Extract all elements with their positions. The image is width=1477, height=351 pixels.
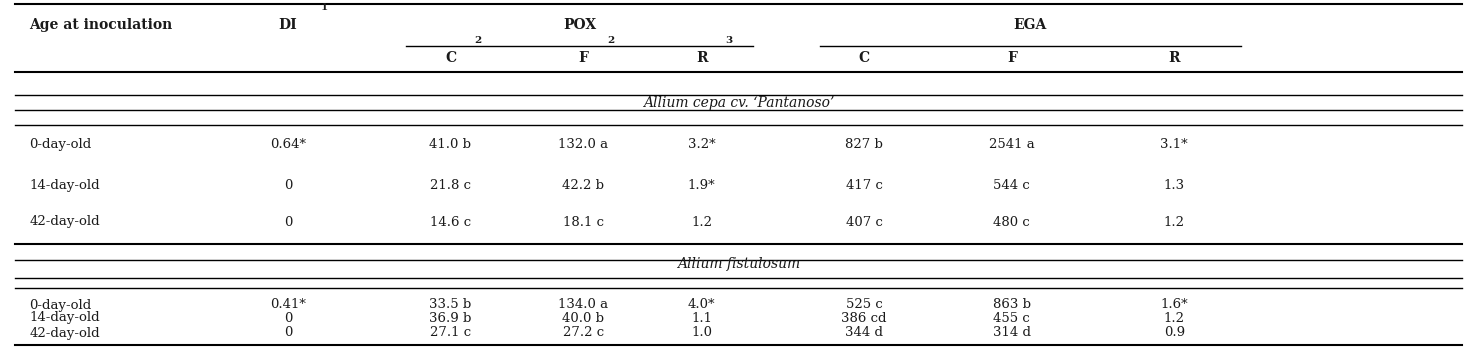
Text: 0: 0 xyxy=(284,216,292,229)
Text: F: F xyxy=(579,51,588,65)
Text: 1.2: 1.2 xyxy=(691,216,712,229)
Text: 33.5 b: 33.5 b xyxy=(430,298,471,311)
Text: 1.2: 1.2 xyxy=(1164,216,1185,229)
Text: DI: DI xyxy=(279,18,297,32)
Text: Age at inoculation: Age at inoculation xyxy=(30,18,173,32)
Text: 36.9 b: 36.9 b xyxy=(430,311,471,325)
Text: 417 c: 417 c xyxy=(846,179,882,192)
Text: 0: 0 xyxy=(284,326,292,339)
Text: 1.6*: 1.6* xyxy=(1161,298,1188,311)
Text: 0.41*: 0.41* xyxy=(270,298,306,311)
Text: 14-day-old: 14-day-old xyxy=(30,179,100,192)
Text: 1.3: 1.3 xyxy=(1164,179,1185,192)
Text: 0-day-old: 0-day-old xyxy=(30,298,92,311)
Text: F: F xyxy=(1007,51,1016,65)
Text: 0: 0 xyxy=(284,179,292,192)
Text: 1.9*: 1.9* xyxy=(688,179,715,192)
Text: 525 c: 525 c xyxy=(846,298,882,311)
Text: 40.0 b: 40.0 b xyxy=(563,311,604,325)
Text: Allium fistulosum: Allium fistulosum xyxy=(676,257,801,271)
Text: POX: POX xyxy=(563,18,597,32)
Text: 3: 3 xyxy=(725,36,733,45)
Text: Allium cepa cv. ‘Pantanoso’: Allium cepa cv. ‘Pantanoso’ xyxy=(642,96,835,110)
Text: 827 b: 827 b xyxy=(845,139,883,152)
Text: 21.8 c: 21.8 c xyxy=(430,179,471,192)
Text: 3.2*: 3.2* xyxy=(688,139,715,152)
Text: 0.64*: 0.64* xyxy=(270,139,306,152)
Text: 2541 a: 2541 a xyxy=(990,139,1034,152)
Text: 480 c: 480 c xyxy=(994,216,1029,229)
Text: 42-day-old: 42-day-old xyxy=(30,216,100,229)
Text: 27.1 c: 27.1 c xyxy=(430,326,471,339)
Text: 134.0 a: 134.0 a xyxy=(558,298,609,311)
Text: 27.2 c: 27.2 c xyxy=(563,326,604,339)
Text: C: C xyxy=(858,51,870,65)
Text: 18.1 c: 18.1 c xyxy=(563,216,604,229)
Text: 455 c: 455 c xyxy=(994,311,1029,325)
Text: 14.6 c: 14.6 c xyxy=(430,216,471,229)
Text: 544 c: 544 c xyxy=(994,179,1029,192)
Text: 132.0 a: 132.0 a xyxy=(558,139,609,152)
Text: 42-day-old: 42-day-old xyxy=(30,326,100,339)
Text: 14-day-old: 14-day-old xyxy=(30,311,100,325)
Text: 1.2: 1.2 xyxy=(1164,311,1185,325)
Text: EGA: EGA xyxy=(1013,18,1047,32)
Text: R: R xyxy=(696,51,707,65)
Text: 0: 0 xyxy=(284,311,292,325)
Text: 344 d: 344 d xyxy=(845,326,883,339)
Text: 2: 2 xyxy=(607,36,614,45)
Text: 2: 2 xyxy=(474,36,482,45)
Text: C: C xyxy=(445,51,456,65)
Text: 42.2 b: 42.2 b xyxy=(563,179,604,192)
Text: 407 c: 407 c xyxy=(846,216,882,229)
Text: 1: 1 xyxy=(321,3,328,12)
Text: R: R xyxy=(1168,51,1180,65)
Text: 314 d: 314 d xyxy=(993,326,1031,339)
Text: 0-day-old: 0-day-old xyxy=(30,139,92,152)
Text: 4.0*: 4.0* xyxy=(688,298,715,311)
Text: 1.0: 1.0 xyxy=(691,326,712,339)
Text: 41.0 b: 41.0 b xyxy=(430,139,471,152)
Text: 1.1: 1.1 xyxy=(691,311,712,325)
Text: 386 cd: 386 cd xyxy=(842,311,886,325)
Text: 863 b: 863 b xyxy=(993,298,1031,311)
Text: 3.1*: 3.1* xyxy=(1161,139,1188,152)
Text: 0.9: 0.9 xyxy=(1164,326,1185,339)
